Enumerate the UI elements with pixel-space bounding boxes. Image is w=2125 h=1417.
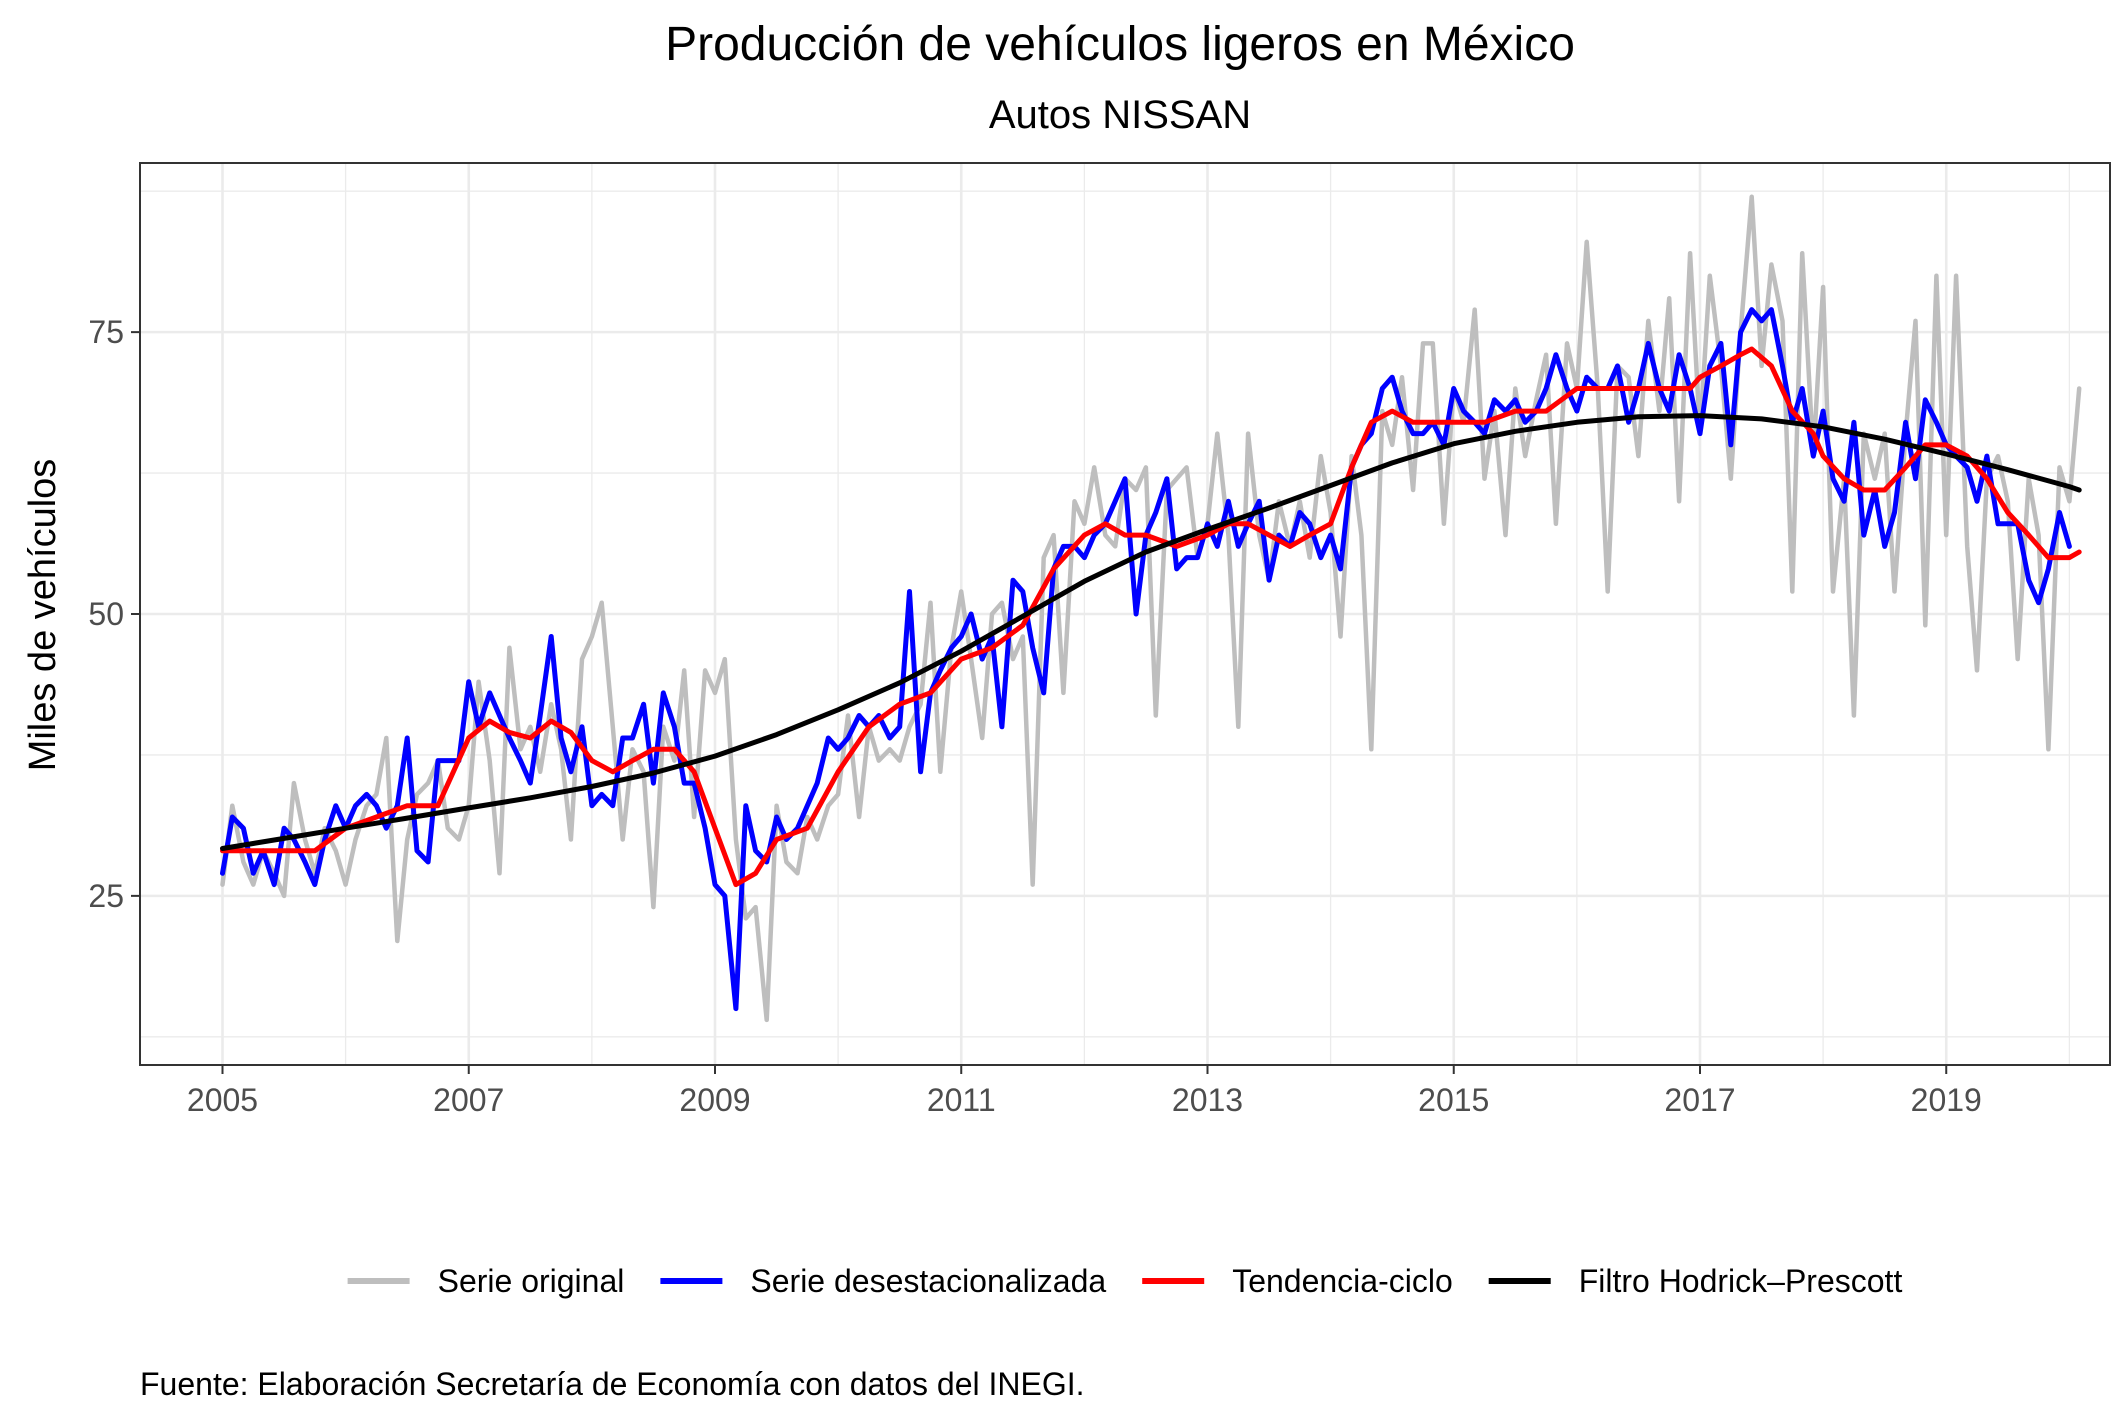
x-axis: 2005 2007 2009 2011 2013 2015 2017 2019 — [187, 1065, 1982, 1118]
x-tick-label: 2013 — [1172, 1082, 1243, 1118]
caption: Fuente: Elaboración Secretaría de Econom… — [140, 1366, 1085, 1402]
y-tick-label: 50 — [88, 596, 124, 632]
chart-subtitle: Autos NISSAN — [989, 93, 1251, 137]
grid — [140, 163, 2110, 1065]
legend: Serie original Serie desestacionalizada Te… — [347, 1263, 1903, 1299]
y-axis: 25 50 75 — [88, 314, 140, 914]
x-tick-label: 2015 — [1418, 1082, 1489, 1118]
series-line-tendencia-ciclo — [220, 346, 2082, 888]
legend-label: Serie desestacionalizada — [750, 1263, 1106, 1299]
x-tick-label: 2011 — [927, 1082, 996, 1118]
legend-item: Tendencia-ciclo — [1142, 1263, 1453, 1299]
x-tick-label: 2005 — [187, 1082, 258, 1118]
x-tick-label: 2009 — [679, 1082, 750, 1118]
x-tick-label: 2019 — [1911, 1082, 1982, 1118]
legend-item: Serie desestacionalizada — [660, 1263, 1106, 1299]
y-axis-label: Miles de vehículos — [22, 459, 64, 772]
y-tick-label: 75 — [88, 314, 124, 350]
x-tick-label: 2017 — [1664, 1082, 1735, 1118]
chart-title: Producción de vehículos ligeros en Méxic… — [665, 18, 1575, 71]
legend-label: Filtro Hodrick–Prescott — [1579, 1263, 1903, 1299]
series-line-filtro-hodrick-prescott — [220, 413, 2082, 851]
series-layer — [220, 194, 2082, 1023]
legend-item: Serie original — [347, 1263, 625, 1299]
legend-label: Tendencia-ciclo — [1232, 1263, 1453, 1299]
x-tick-label: 2007 — [433, 1082, 504, 1118]
y-tick-label: 25 — [88, 878, 124, 914]
legend-label: Serie original — [438, 1263, 625, 1299]
legend-item: Filtro Hodrick–Prescott — [1488, 1263, 1903, 1299]
